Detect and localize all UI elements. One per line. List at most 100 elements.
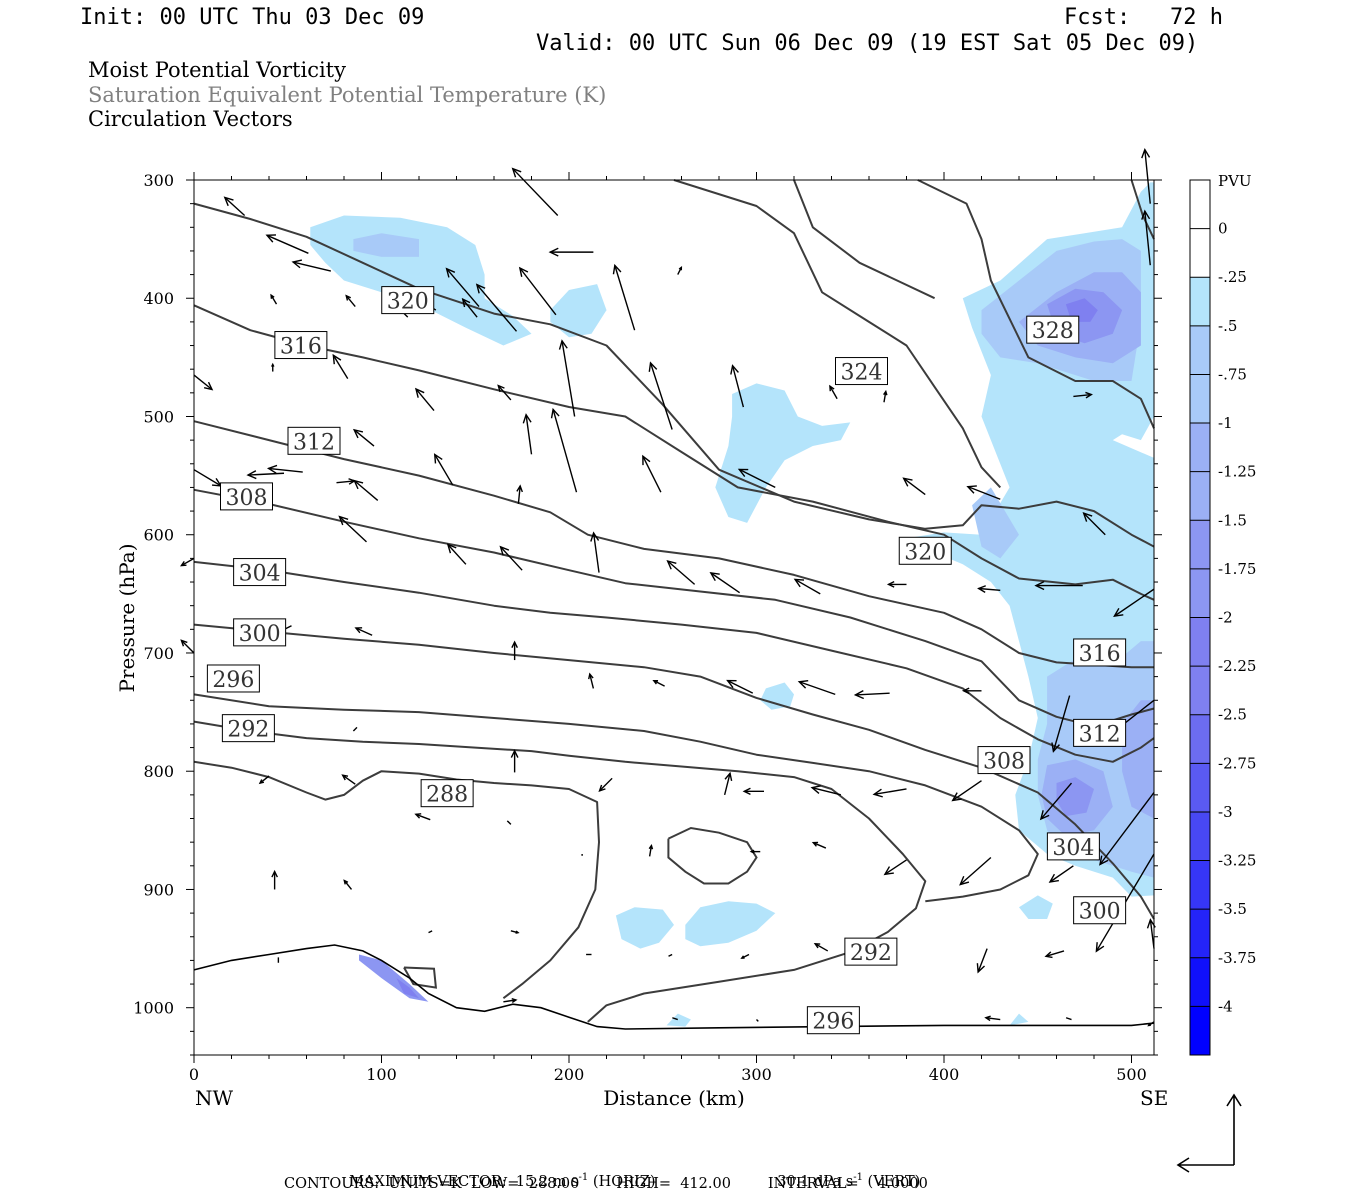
circulation-vector	[503, 997, 518, 1004]
contour-label-box	[220, 482, 273, 511]
vector-head	[1039, 810, 1050, 821]
circulation-vector	[265, 234, 309, 254]
circulation-vector	[258, 775, 270, 785]
circulation-vector	[414, 387, 435, 412]
colorbar-swatch	[1190, 957, 1210, 1007]
vector-head	[598, 784, 606, 793]
circulation-vector	[446, 543, 467, 565]
vector-shaft	[1040, 782, 1073, 820]
y-tick-label: 300	[143, 171, 174, 190]
footer-max-vector-vert: 30.1 dPa s-1 (VERT)	[768, 1156, 920, 1190]
contour-label-320: 320	[381, 286, 435, 315]
vector-head	[666, 559, 677, 570]
contour-label-text: 308	[226, 486, 268, 511]
contour-label-box	[844, 937, 898, 966]
vector-shaft	[447, 544, 467, 565]
circulation-vector	[343, 879, 353, 890]
vector-head	[966, 485, 977, 494]
vector-shaft	[653, 680, 665, 687]
vector-shaft	[476, 284, 518, 332]
max-vector-vert: 30.1 dPa s	[777, 1173, 854, 1190]
vector-shaft	[552, 409, 578, 493]
x-tick-label: 100	[366, 1065, 397, 1084]
colorbar-label: -3.75	[1218, 949, 1256, 967]
circulation-vector	[652, 679, 665, 687]
vector-shaft	[903, 477, 926, 496]
pv-region	[396, 978, 419, 999]
contour-label-box	[806, 1006, 860, 1035]
circulation-vector	[193, 374, 214, 391]
vector-shaft	[829, 385, 838, 400]
circulation-vector	[984, 1015, 1001, 1022]
vector-shaft	[1065, 1017, 1072, 1021]
contour-label-text: 320	[904, 540, 946, 565]
contour-label-box	[233, 618, 287, 647]
colorbar-swatch	[1190, 666, 1210, 716]
circulation-vector	[977, 585, 1001, 593]
circulation-vector	[510, 930, 520, 934]
circulation-vector	[270, 293, 278, 305]
vector-head	[811, 841, 819, 847]
theta-contour-unlabeled	[793, 179, 936, 300]
circulation-vector	[1141, 209, 1151, 266]
circulation-vector	[510, 749, 519, 773]
axes: 300 400 500 600 700 800 900 1000 0 100 200 300 400 50…	[133, 171, 1162, 1084]
contour-label-text: 316	[280, 335, 322, 360]
vector-head	[648, 361, 658, 372]
circulation-vector	[1073, 391, 1093, 399]
vector-head	[338, 515, 349, 526]
colorbar-label: -2.25	[1218, 657, 1256, 675]
x-tick-label: 0	[189, 1065, 199, 1084]
vector-head	[588, 672, 594, 680]
circulation-vector	[511, 640, 518, 661]
circulation-vector	[341, 774, 356, 785]
x-tick-label: 200	[554, 1065, 585, 1084]
contour-label-324: 324	[835, 357, 888, 386]
circulation-vector	[428, 930, 433, 934]
circulation-vector	[336, 478, 357, 485]
circulation-vector	[548, 247, 594, 257]
vector-head	[353, 479, 364, 490]
colorbar-label: -.75	[1218, 365, 1247, 383]
vector-head	[590, 531, 600, 542]
circulation-vector	[740, 953, 750, 959]
contour-label-296: 296	[806, 1006, 860, 1035]
vector-head	[726, 679, 737, 689]
contour-label-292: 292	[844, 937, 898, 966]
circulation-vector	[352, 428, 375, 447]
vector-shaft	[270, 294, 278, 305]
contour-label-box	[420, 779, 474, 808]
contour-label-304: 304	[233, 558, 287, 587]
vector-head	[475, 283, 486, 294]
circulation-vector	[959, 857, 992, 886]
colorbar-label: -3	[1218, 803, 1233, 821]
footer-max-vector: MAXIMUM VECTOR: 15.2 m s-1 (HORIZ)	[340, 1156, 655, 1190]
vector-head	[332, 353, 342, 365]
circulation-vector	[709, 571, 741, 594]
contour-label-text: 300	[1079, 900, 1121, 925]
theta-contour-288	[193, 760, 600, 999]
circulation-vector	[1147, 1021, 1155, 1027]
vector-head	[730, 364, 739, 375]
vector-shaft	[1049, 865, 1074, 883]
contour-label-box	[1073, 718, 1127, 747]
vector-shaft	[193, 374, 213, 391]
contour-label-300: 300	[1073, 896, 1127, 925]
vector-shaft	[672, 1017, 678, 1021]
vector-head	[1048, 873, 1059, 883]
vector-shaft	[339, 516, 367, 543]
colorbar-label: -.25	[1218, 268, 1247, 286]
max-vector-horiz: MAXIMUM VECTOR: 15.2 m s	[349, 1173, 579, 1190]
theta-contour-312	[193, 420, 1154, 669]
vector-shaft	[812, 842, 827, 849]
circulation-vector	[1039, 782, 1073, 821]
circulation-vector	[1082, 511, 1106, 536]
vector-head	[612, 263, 622, 275]
pv-region	[666, 1013, 691, 1027]
plot-frame	[193, 179, 1155, 1056]
vector-head	[518, 266, 529, 277]
vector-head	[737, 468, 749, 477]
pv-shading	[310, 182, 1154, 1027]
vector-head	[902, 477, 913, 487]
circulation-vector	[797, 680, 836, 696]
